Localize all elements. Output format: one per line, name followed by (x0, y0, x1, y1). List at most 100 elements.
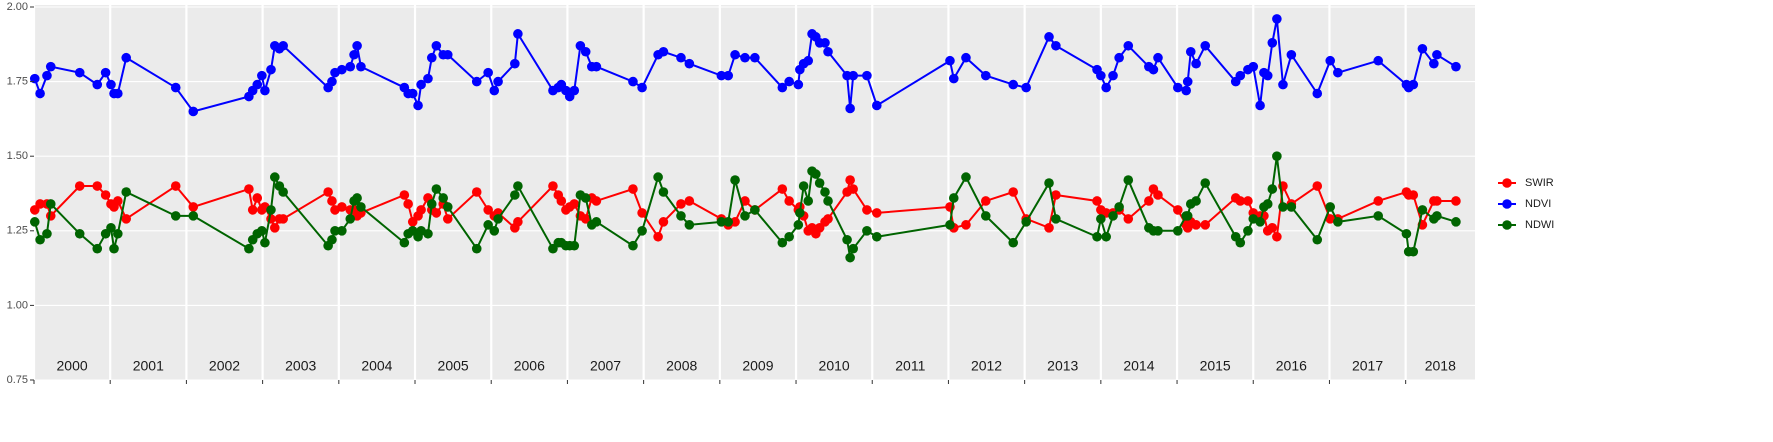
point (438, 193, 449, 203)
point (848, 184, 858, 194)
point (1262, 70, 1273, 81)
point (803, 55, 814, 66)
point (1451, 196, 1461, 206)
point (948, 193, 959, 203)
point (1200, 220, 1211, 230)
point (109, 243, 119, 254)
point (1373, 211, 1384, 221)
point (658, 46, 669, 57)
point (784, 231, 794, 242)
point (483, 205, 493, 215)
point (1200, 40, 1211, 51)
point (45, 61, 56, 72)
point (684, 58, 695, 69)
point (513, 29, 523, 39)
point (1272, 151, 1282, 161)
point (188, 211, 199, 221)
point (352, 40, 362, 51)
point (471, 243, 482, 254)
point (170, 82, 181, 93)
point (740, 211, 750, 221)
point (980, 211, 991, 221)
point (1044, 223, 1054, 233)
point (1401, 228, 1412, 239)
point (945, 220, 955, 230)
point (845, 103, 855, 114)
point (750, 205, 760, 215)
point (1451, 217, 1461, 227)
point (416, 205, 426, 215)
point (1123, 214, 1134, 224)
x-tick-label: 2009 (742, 358, 773, 374)
point (278, 187, 288, 197)
x-tick-label: 2008 (666, 358, 697, 374)
point (1153, 226, 1163, 236)
x-tick-label: 2002 (209, 358, 240, 374)
x-tick-label: 2007 (590, 358, 621, 374)
series-line (33, 156, 1457, 258)
point (330, 226, 340, 236)
point (823, 214, 833, 224)
point (35, 88, 45, 99)
point (1272, 14, 1282, 24)
point (580, 214, 591, 224)
point (244, 243, 254, 254)
point (1123, 175, 1134, 185)
point (1248, 61, 1259, 72)
point (628, 240, 638, 251)
point (188, 106, 199, 117)
point (42, 70, 52, 81)
y-tick-label: 1.50 (7, 150, 28, 162)
point (1432, 49, 1442, 60)
point (42, 228, 52, 239)
point (740, 52, 750, 63)
point (29, 217, 40, 227)
point (252, 193, 263, 203)
point (92, 79, 103, 90)
point (1451, 61, 1461, 72)
point (1325, 214, 1336, 224)
point (628, 184, 638, 194)
point (1021, 217, 1031, 227)
point (35, 199, 45, 209)
point (266, 214, 276, 224)
point (1021, 82, 1031, 93)
point (483, 67, 493, 78)
point (413, 100, 423, 111)
point (252, 79, 263, 90)
point (1148, 64, 1159, 75)
point (74, 67, 85, 78)
point (842, 234, 852, 245)
point (872, 208, 882, 218)
point (1051, 214, 1061, 224)
series-line (33, 18, 1457, 113)
point (489, 85, 500, 96)
point (121, 52, 132, 63)
point (637, 208, 647, 218)
point (777, 237, 788, 248)
y-tick-label: 0.75 (7, 374, 28, 386)
point (1114, 202, 1124, 212)
point (845, 252, 855, 263)
point (92, 181, 103, 191)
point (426, 199, 437, 209)
x-tick-label: 2006 (514, 358, 545, 374)
point (399, 190, 410, 200)
point (1432, 211, 1442, 221)
point (170, 181, 181, 191)
point (431, 40, 442, 51)
point (270, 172, 280, 182)
point (337, 202, 347, 212)
point (1408, 190, 1419, 200)
point (1185, 46, 1196, 57)
point (257, 70, 267, 81)
point (591, 196, 602, 206)
point (510, 58, 520, 69)
x-tick-label: 2017 (1352, 358, 1383, 374)
legend-key (1502, 220, 1512, 230)
point (442, 49, 453, 60)
point (513, 181, 523, 191)
point (1235, 196, 1246, 206)
point (431, 208, 442, 218)
point (740, 196, 750, 206)
